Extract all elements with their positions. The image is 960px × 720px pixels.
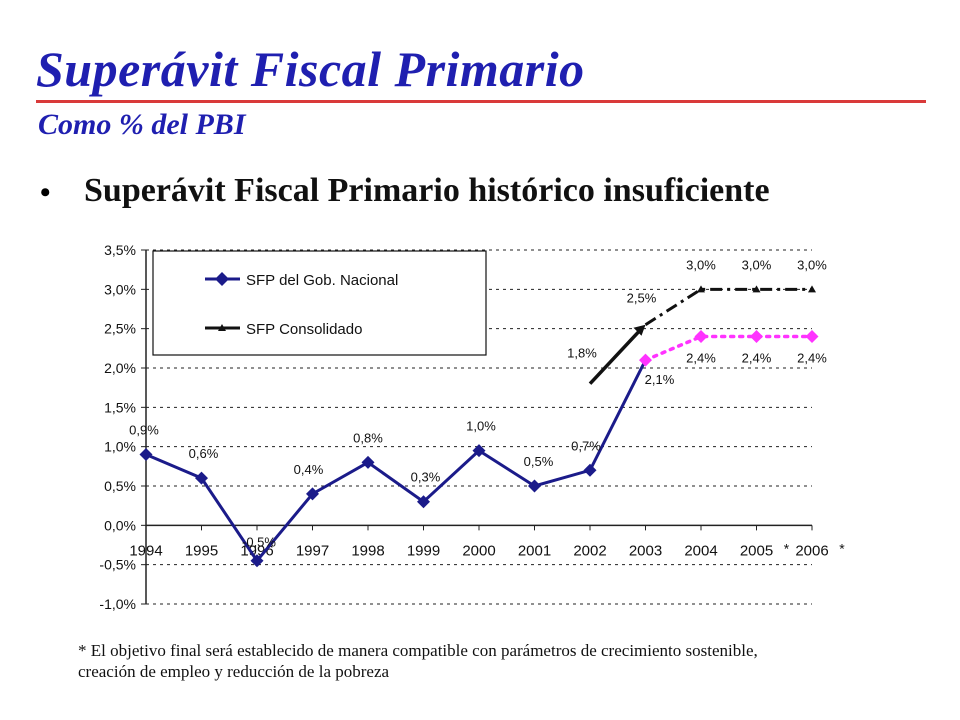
- series-line-consolidado-projection: [644, 287, 812, 326]
- title-underline: [36, 100, 926, 103]
- y-tick-label: -0,5%: [99, 557, 136, 573]
- y-tick-label: 0,0%: [104, 517, 136, 533]
- x-tick-label: 1995: [185, 542, 218, 559]
- data-point-nacional: [750, 330, 763, 344]
- data-point-nacional: [472, 444, 486, 458]
- x-tick-label: 2004: [684, 542, 717, 559]
- data-point-nacional: [306, 487, 319, 501]
- y-tick-label: 3,0%: [104, 281, 136, 297]
- x-tick-label: 2001: [518, 542, 551, 559]
- data-point-nacional: [694, 330, 708, 344]
- data-label-nacional: 0,3%: [411, 470, 441, 485]
- x-tick-label: 2002: [573, 542, 606, 559]
- bullet-heading: Superávit Fiscal Primario histórico insu…: [84, 172, 770, 209]
- data-label-nacional: 2,4%: [742, 351, 772, 366]
- footnote: * El objetivo final será establecido de …: [78, 640, 918, 682]
- data-point-nacional: [417, 495, 430, 509]
- footnote-line-1: * El objetivo final será establecido de …: [78, 641, 758, 660]
- y-tick-label: -1,0%: [99, 596, 136, 612]
- legend-label-consolidado: SFP Consolidado: [246, 321, 362, 338]
- y-tick-label: 0,5%: [104, 478, 136, 494]
- legend-label-nacional: SFP del Gob. Nacional: [246, 272, 398, 289]
- data-label-nacional: 0,7%: [571, 438, 601, 453]
- data-label-nacional: -0,5%: [242, 535, 276, 550]
- data-point-consolidado: [752, 285, 761, 293]
- data-label-consolidado: 3,0%: [797, 257, 827, 272]
- page-title: Superávit Fiscal Primario: [36, 41, 585, 97]
- data-point-nacional: [250, 554, 264, 568]
- x-tick-label: 2003: [629, 542, 662, 559]
- x-tick-asterisk: *: [839, 540, 845, 556]
- y-tick-label: 2,0%: [104, 360, 136, 376]
- data-point-nacional: [139, 448, 153, 462]
- data-label-consolidado: 3,0%: [686, 257, 716, 272]
- data-label-nacional: 2,4%: [797, 351, 827, 366]
- legend-marker-consolidado: [218, 324, 226, 331]
- x-tick-label: 1998: [351, 542, 384, 559]
- data-label-consolidado: 3,0%: [742, 257, 772, 272]
- data-point-nacional: [361, 455, 375, 469]
- y-tick-label: 1,5%: [104, 399, 136, 415]
- y-tick-label: 1,0%: [104, 439, 136, 455]
- data-point-nacional: [805, 330, 819, 344]
- data-label-nacional: 1,0%: [466, 419, 496, 434]
- data-label-nacional: 0,5%: [524, 454, 554, 469]
- data-label-nacional: 2,1%: [645, 372, 675, 387]
- x-tick-label: 1997: [296, 542, 329, 559]
- legend-box: [152, 250, 487, 356]
- data-point-consolidado: [808, 285, 816, 293]
- data-label-consolidado: 2,5%: [627, 291, 657, 306]
- data-label-nacional: 2,4%: [686, 351, 716, 366]
- x-tick-asterisk: *: [784, 540, 790, 556]
- bullet-symbol: •: [40, 176, 51, 209]
- y-tick-label: 2,5%: [104, 321, 136, 337]
- legend-marker-nacional: [215, 272, 229, 286]
- series-line-consolidado: [588, 327, 643, 385]
- data-label-nacional: 0,9%: [129, 423, 159, 438]
- data-label-consolidado: 1,8%: [567, 346, 597, 361]
- data-label-nacional: 0,6%: [189, 446, 219, 461]
- data-point-nacional: [639, 353, 652, 367]
- x-tick-label: 1994: [129, 542, 162, 559]
- data-label-nacional: 0,8%: [353, 430, 383, 445]
- series-line-nacional: [145, 359, 647, 564]
- footnote-line-2: creación de empleo y reducción de la pob…: [78, 662, 390, 681]
- arrowhead-consolidado: [633, 324, 646, 336]
- x-tick-label: 1999: [407, 542, 440, 559]
- page-subtitle: Como % del PBI: [38, 108, 246, 141]
- data-point-consolidado: [697, 285, 705, 293]
- data-label-nacional: 0,4%: [294, 462, 324, 477]
- data-point-nacional: [583, 463, 597, 477]
- y-tick-label: 3,5%: [104, 242, 136, 258]
- data-point-nacional: [528, 479, 541, 493]
- series-line-nacional-projection: [643, 334, 814, 362]
- data-point-nacional: [195, 471, 208, 485]
- x-tick-label: 2006: [795, 542, 828, 559]
- x-tick-label: 2000: [462, 542, 495, 559]
- x-tick-label: 2005: [740, 542, 773, 559]
